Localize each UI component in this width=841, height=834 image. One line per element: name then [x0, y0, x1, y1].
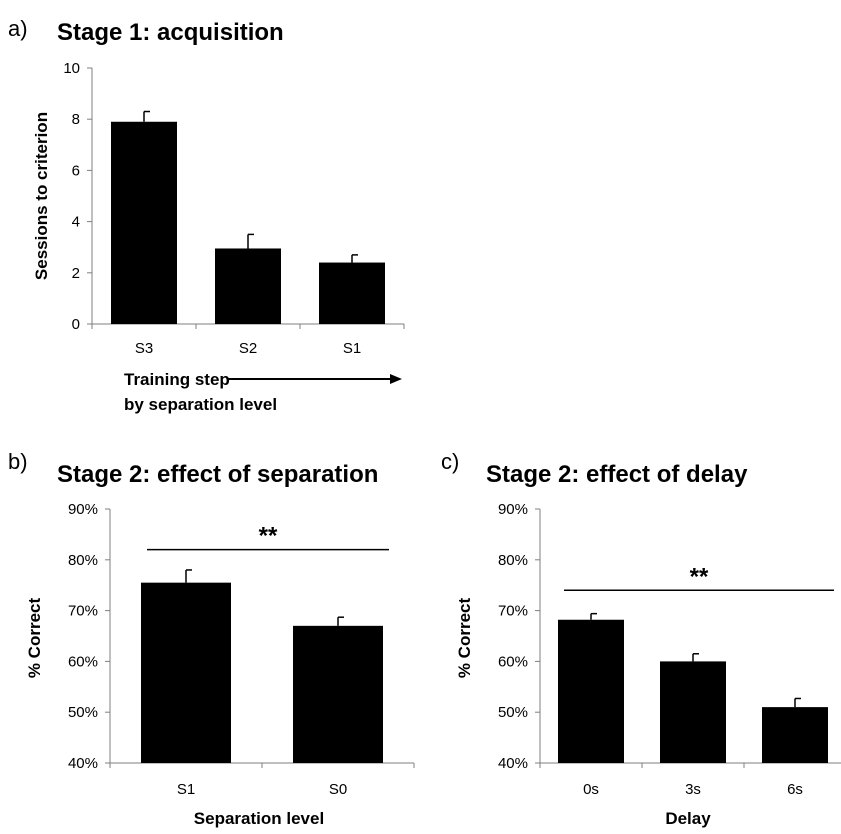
panel-a-y-tick-label: 4	[72, 214, 80, 231]
panel-c: c) Stage 2: effect of delay % Correct De…	[441, 449, 841, 828]
panel-c-x-tick-label: 6s	[787, 781, 803, 798]
panel-c-y-tick-label: 70%	[498, 603, 528, 620]
panel-a-x-axis-label-line1: Training step	[124, 370, 230, 389]
panel-a-y-axis-label: Sessions to criterion	[32, 112, 51, 280]
panel-b-letter: b)	[8, 449, 28, 474]
panel-a-y-tick-label: 6	[72, 162, 80, 179]
panel-a-bar-S2	[215, 248, 281, 324]
panel-b-y-axis-label: % Correct	[25, 598, 44, 679]
panel-c-x-tick-label: 3s	[685, 781, 701, 798]
panel-c-bar-3s	[660, 661, 726, 763]
panel-a-y-tick-label: 8	[72, 111, 80, 128]
panel-a: a) Stage 1: acquisition Sessions to crit…	[8, 16, 405, 414]
panel-a-letter: a)	[8, 16, 28, 41]
panel-a-x-tick-label: S2	[239, 340, 257, 357]
panel-a-bar-S3	[111, 121, 177, 324]
panel-c-x-axis-label: Delay	[665, 809, 711, 828]
panel-a-bar-S1	[319, 262, 385, 324]
panel-a-title: Stage 1: acquisition	[57, 19, 284, 46]
panel-b-x-axis-label: Separation level	[194, 809, 324, 828]
panel-b-x-tick-label: S1	[177, 781, 195, 798]
panel-b-bar-S0	[293, 625, 383, 763]
panel-b-y-tick-label: 70%	[68, 603, 98, 620]
panel-c-y-tick-label: 90%	[498, 501, 528, 518]
panel-b-y-tick-label: 90%	[68, 501, 98, 518]
panel-a-x-tick-label: S1	[343, 340, 361, 357]
panel-c-letter: c)	[441, 449, 459, 474]
panel-c-bar-0s	[558, 619, 624, 763]
panel-b-title: Stage 2: effect of separation	[57, 461, 378, 488]
panel-a-x-axis-label-line2: by separation level	[124, 395, 277, 414]
panel-c-significance-label: **	[690, 563, 709, 590]
panel-c-y-tick-label: 80%	[498, 552, 528, 569]
panel-a-y-tick-label: 10	[63, 60, 80, 77]
panel-b-bar-S1	[141, 582, 231, 763]
panel-c-y-tick-label: 60%	[498, 653, 528, 670]
panel-c-bar-6s	[762, 707, 828, 763]
panel-c-x-tick-label: 0s	[583, 781, 599, 798]
panel-a-x-tick-label: S3	[135, 340, 153, 357]
panel-c-title: Stage 2: effect of delay	[486, 461, 748, 488]
panel-b-y-tick-label: 80%	[68, 552, 98, 569]
panel-a-y-tick-label: 2	[72, 265, 80, 282]
panel-c-y-tick-label: 40%	[498, 755, 528, 772]
panel-b-y-tick-label: 40%	[68, 755, 98, 772]
panel-a-direction-arrow	[227, 374, 402, 384]
panel-b-y-tick-label: 50%	[68, 704, 98, 721]
panel-b-y-tick-label: 60%	[68, 653, 98, 670]
panel-b-significance-label: **	[259, 523, 278, 550]
panel-a-y-tick-label: 0	[72, 316, 80, 333]
panel-b-x-tick-label: S0	[329, 781, 347, 798]
panel-c-y-axis-label: % Correct	[455, 598, 474, 679]
panel-c-y-tick-label: 50%	[498, 704, 528, 721]
panel-b: b) Stage 2: effect of separation % Corre…	[8, 449, 415, 828]
